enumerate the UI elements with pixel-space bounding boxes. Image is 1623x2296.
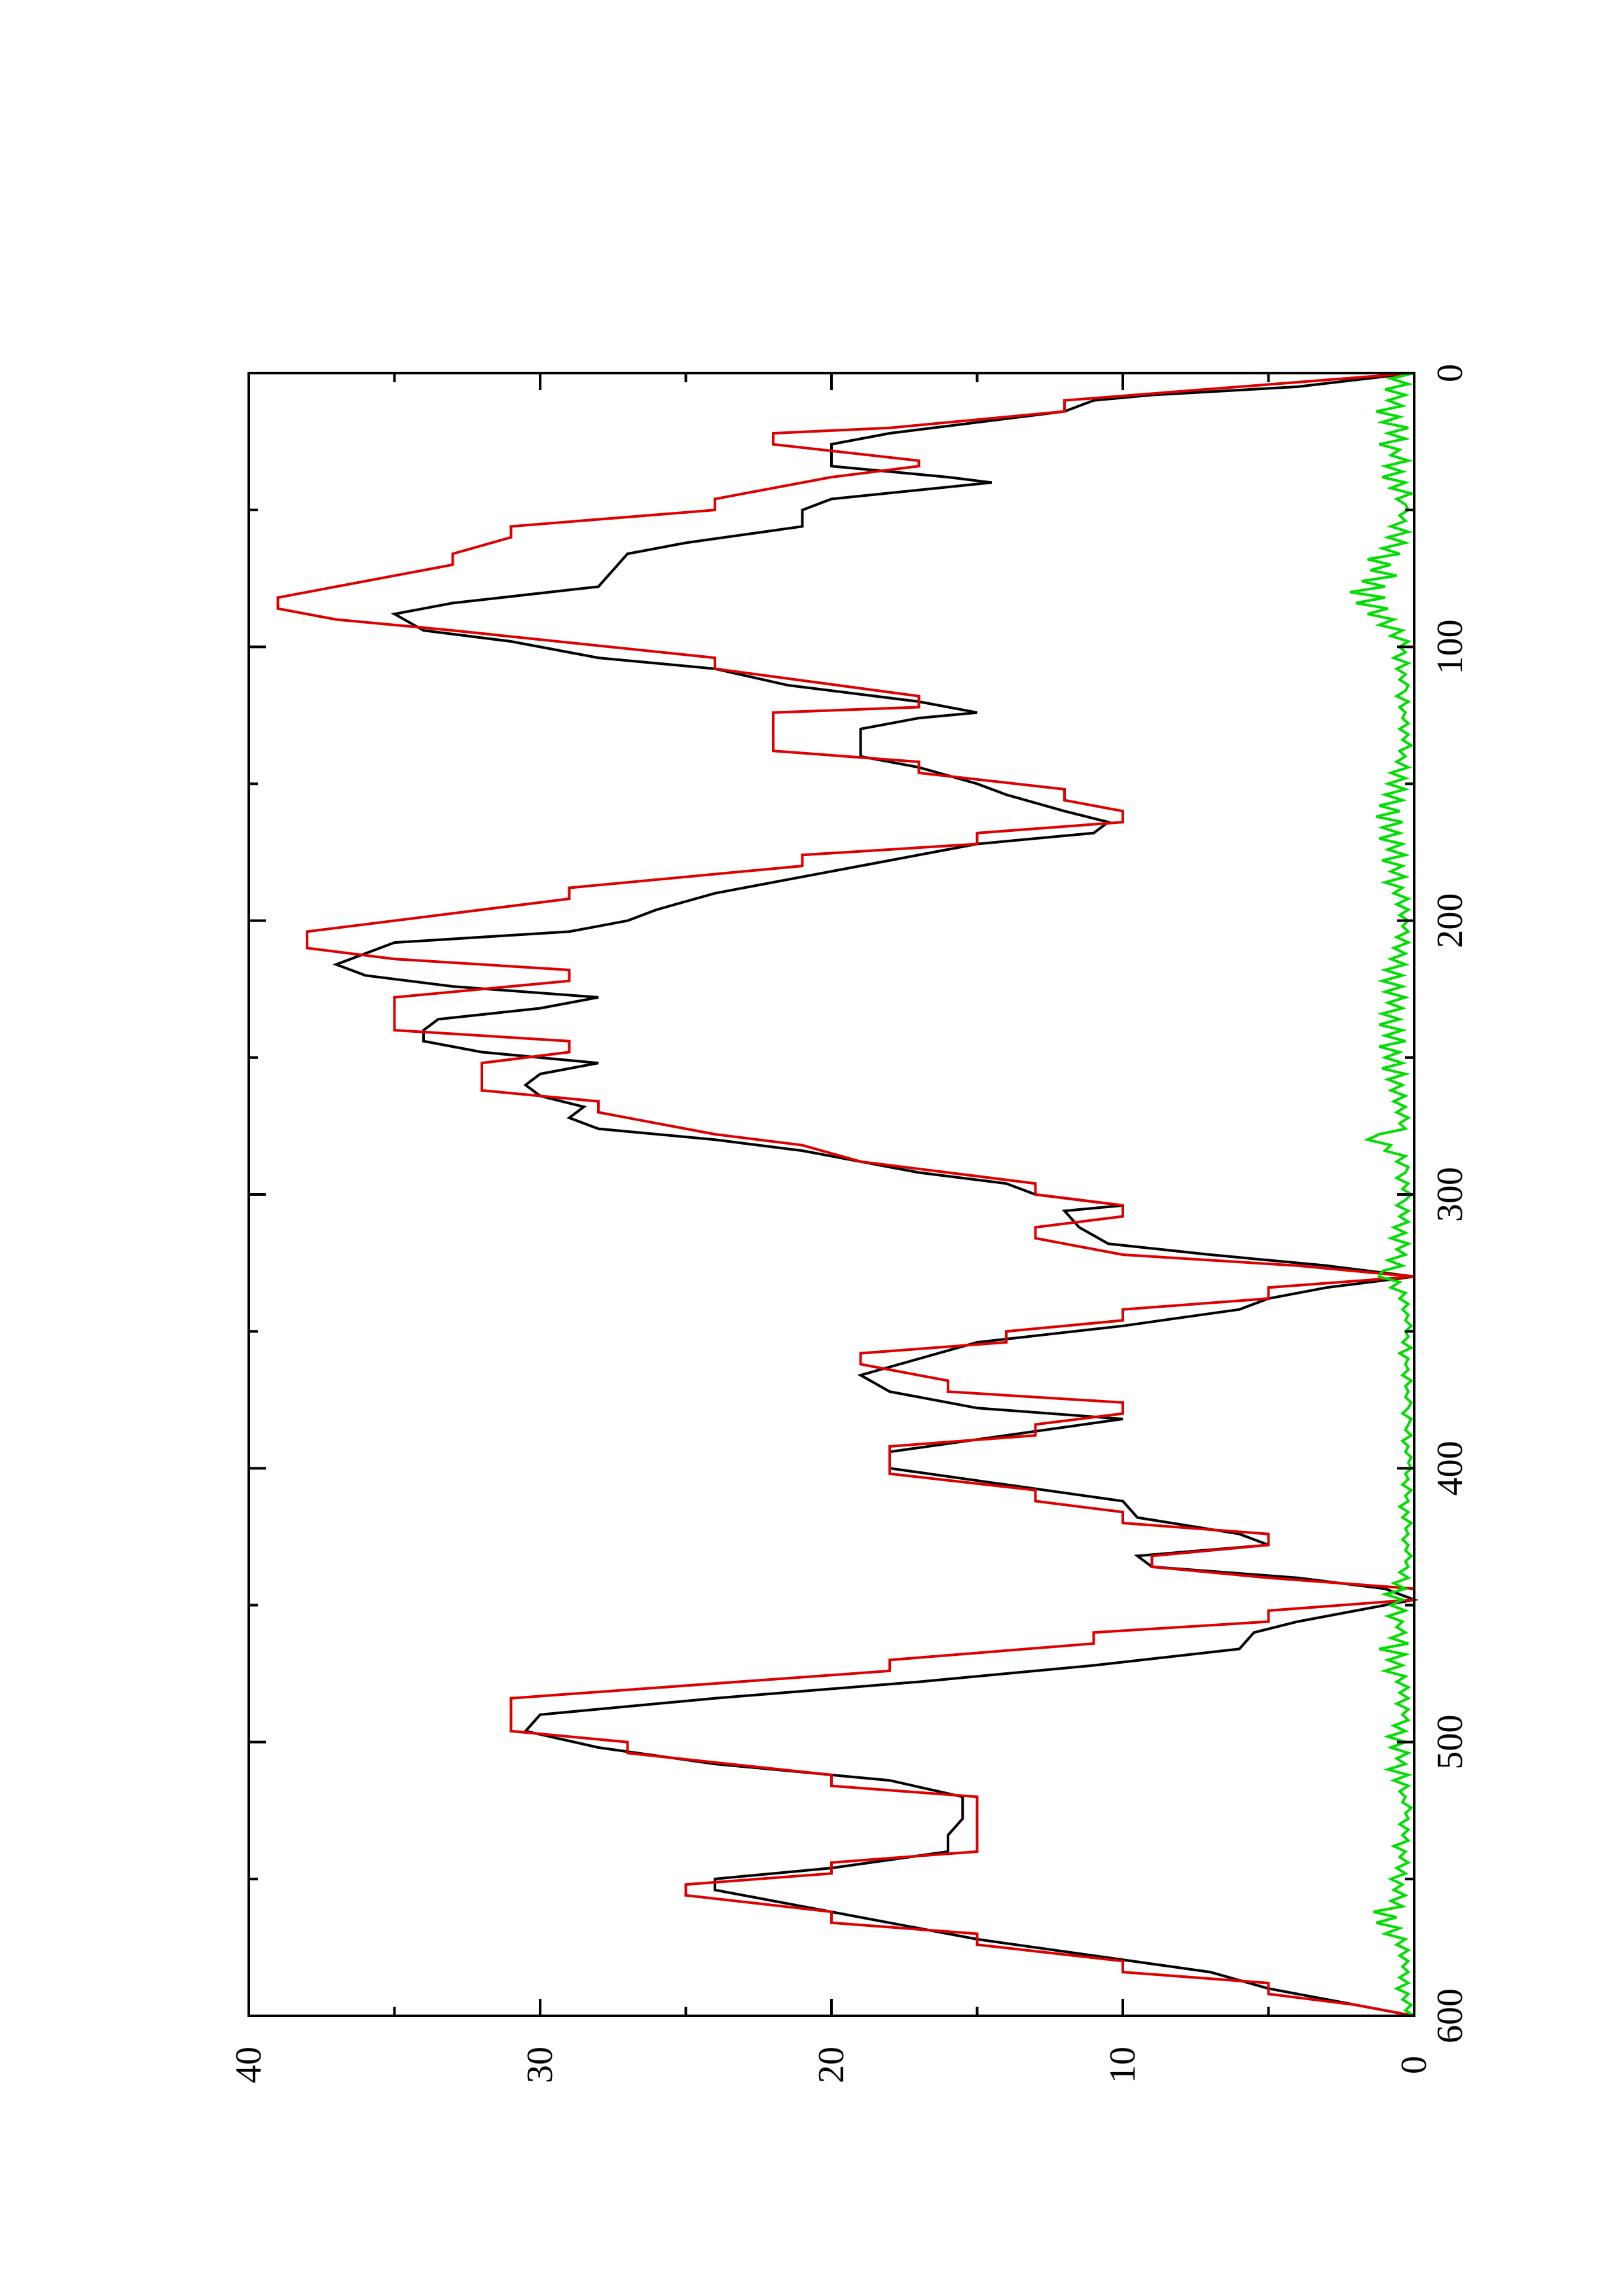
series-line-2 [276,372,1415,2017]
tick-layer [247,372,1415,2017]
x-tick-label: 300 [1430,1167,1470,1222]
tick-label-layer: 0 100 200 300 400 500 600 0 10 20 30 40 [228,364,1470,2083]
y-tick-label: 20 [811,2047,852,2083]
y-tick-label: 10 [1103,2047,1143,2083]
x-tick-label: 100 [1430,619,1470,674]
x-tick-label: 500 [1430,1715,1470,1770]
y-tick-label: 40 [228,2047,269,2083]
x-tick-label: 0 [1430,364,1470,382]
series-line-1 [332,372,1419,2017]
x-tick-label: 400 [1430,1441,1470,1496]
x-tick-label: 600 [1430,1988,1470,2043]
y-tick-label: 30 [520,2047,560,2083]
y-tick-label: 0 [1394,2056,1434,2074]
x-tick-label: 200 [1430,893,1470,948]
